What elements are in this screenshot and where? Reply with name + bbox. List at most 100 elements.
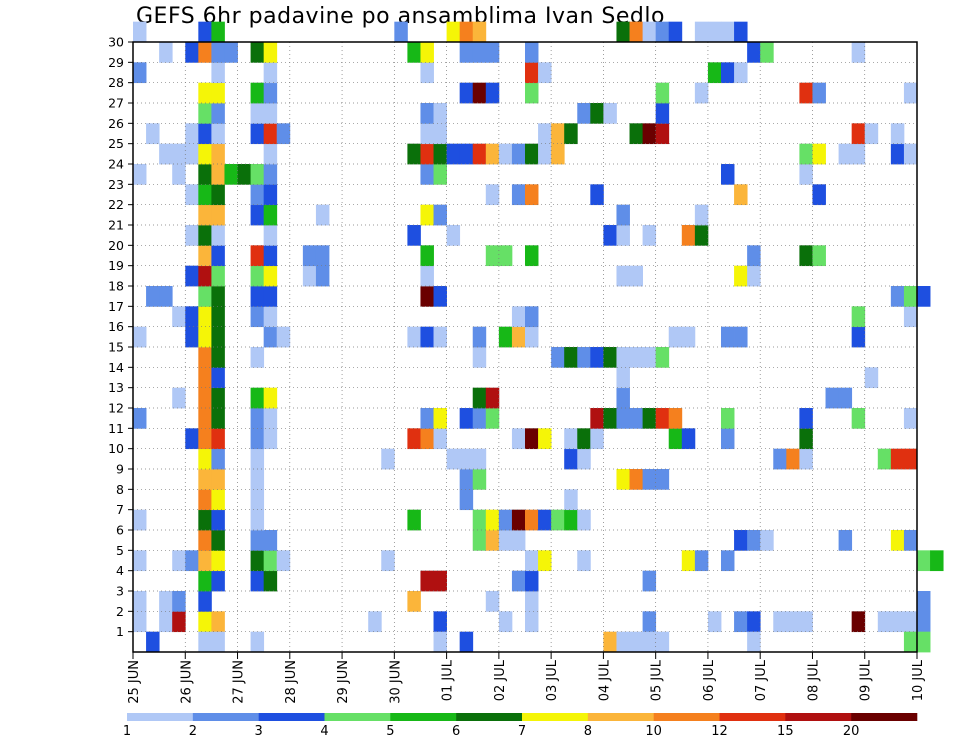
heatmap-cell [747, 631, 761, 653]
heatmap-cell [250, 631, 265, 653]
heatmap-cell [198, 408, 212, 429]
x-tick-label: 09 JUL [859, 659, 874, 701]
heatmap-cell [511, 530, 526, 551]
heatmap-cell [250, 123, 265, 145]
heatmap-cell [564, 123, 578, 145]
x-tick-label: 02 JUL [493, 659, 508, 701]
heatmap-cell [420, 204, 434, 226]
heatmap-cell [250, 570, 265, 592]
heatmap-cell [250, 428, 265, 450]
heatmap-cell [603, 408, 617, 429]
heatmap-cell [250, 82, 265, 104]
heatmap-cell [511, 143, 526, 165]
heatmap-cell [198, 570, 212, 592]
legend-label: 10 [645, 724, 662, 739]
heatmap-cell [760, 42, 774, 63]
heatmap-cell [198, 21, 212, 43]
heatmap-cell [472, 143, 487, 165]
heatmap-cell [694, 204, 709, 226]
heatmap-cell [525, 82, 539, 104]
heatmap-cell [185, 42, 199, 63]
heatmap-cell [629, 123, 643, 145]
heatmap-cell [250, 286, 265, 307]
heatmap-cell [629, 469, 643, 490]
heatmap-cell [263, 265, 278, 287]
heatmap-cell [433, 631, 447, 653]
y-tick-label: 26 [108, 116, 124, 131]
heatmap-cell [721, 164, 735, 185]
heatmap-cell [694, 550, 709, 572]
heatmap-cell [211, 550, 225, 572]
legend-swatch [127, 713, 194, 721]
heatmap-cell [472, 347, 487, 368]
heatmap-cell [668, 408, 683, 429]
y-tick-label: 6 [116, 523, 124, 538]
heatmap-cell [407, 326, 421, 348]
heatmap-cell [433, 204, 447, 226]
heatmap-cell [485, 245, 500, 267]
heatmap-cell [263, 103, 278, 124]
heatmap-cell [511, 428, 526, 450]
y-tick-label: 10 [108, 441, 124, 456]
heatmap-cell [433, 326, 447, 348]
x-tick-label: 29 JUN [336, 660, 351, 704]
heatmap-cell [407, 509, 421, 531]
heatmap-cell [707, 611, 722, 633]
heatmap-cell [133, 21, 147, 43]
heatmap-cell [198, 286, 212, 307]
heatmap-cell [250, 448, 265, 470]
heatmap-cell [616, 469, 630, 490]
heatmap-cell [629, 21, 643, 43]
legend-label: 12 [711, 724, 728, 739]
heatmap-cell [224, 164, 238, 185]
heatmap-cell [133, 408, 147, 429]
y-tick-label: 12 [108, 401, 124, 416]
heatmap-cell [211, 509, 225, 531]
y-tick-label: 8 [116, 482, 124, 497]
heatmap-cell [263, 306, 278, 328]
heatmap-cell [198, 306, 212, 328]
y-tick-label: 7 [116, 502, 124, 517]
heatmap-cell [799, 245, 813, 267]
heatmap-cell [263, 530, 278, 551]
heatmap-cell [198, 123, 212, 145]
heatmap-cell [185, 326, 199, 348]
heatmap-cell [159, 591, 173, 612]
heatmap-cell [407, 225, 421, 246]
heatmap-cell [263, 82, 278, 104]
heatmap-cell [590, 184, 604, 206]
heatmap-cell [851, 408, 866, 429]
heatmap-cell [799, 164, 813, 185]
heatmap-cell [799, 82, 813, 104]
heatmap-cell [485, 509, 500, 531]
heatmap-cell [877, 448, 892, 470]
heatmap-cell [146, 123, 160, 145]
heatmap-cell [721, 62, 735, 84]
heatmap-cell [472, 448, 487, 470]
heatmap-cell [446, 21, 461, 43]
heatmap-cell [263, 123, 278, 145]
x-tick-label: 27 JUN [232, 660, 247, 704]
heatmap-cell [498, 530, 513, 551]
heatmap-cell [498, 611, 513, 633]
heatmap-cell [681, 225, 696, 246]
heatmap-cell [198, 489, 212, 511]
heatmap-cell [485, 42, 500, 63]
heatmap-cell [538, 509, 552, 531]
heatmap-cell [525, 591, 539, 612]
legend-swatch [522, 713, 589, 721]
heatmap-cell [420, 123, 434, 145]
heatmap-cell [133, 611, 147, 633]
heatmap-cell [616, 408, 630, 429]
heatmap-cell [903, 286, 918, 307]
heatmap-cell [172, 611, 186, 633]
heatmap-cell [734, 611, 748, 633]
y-tick-label: 9 [116, 462, 124, 477]
heatmap-cell [172, 387, 186, 409]
heatmap-cell [250, 306, 265, 328]
y-tick-label: 19 [108, 258, 124, 273]
legend-label: 6 [452, 724, 460, 739]
heatmap-cell [642, 631, 657, 653]
heatmap-cell [551, 347, 565, 368]
x-tick-label: 05 JUL [650, 659, 665, 701]
